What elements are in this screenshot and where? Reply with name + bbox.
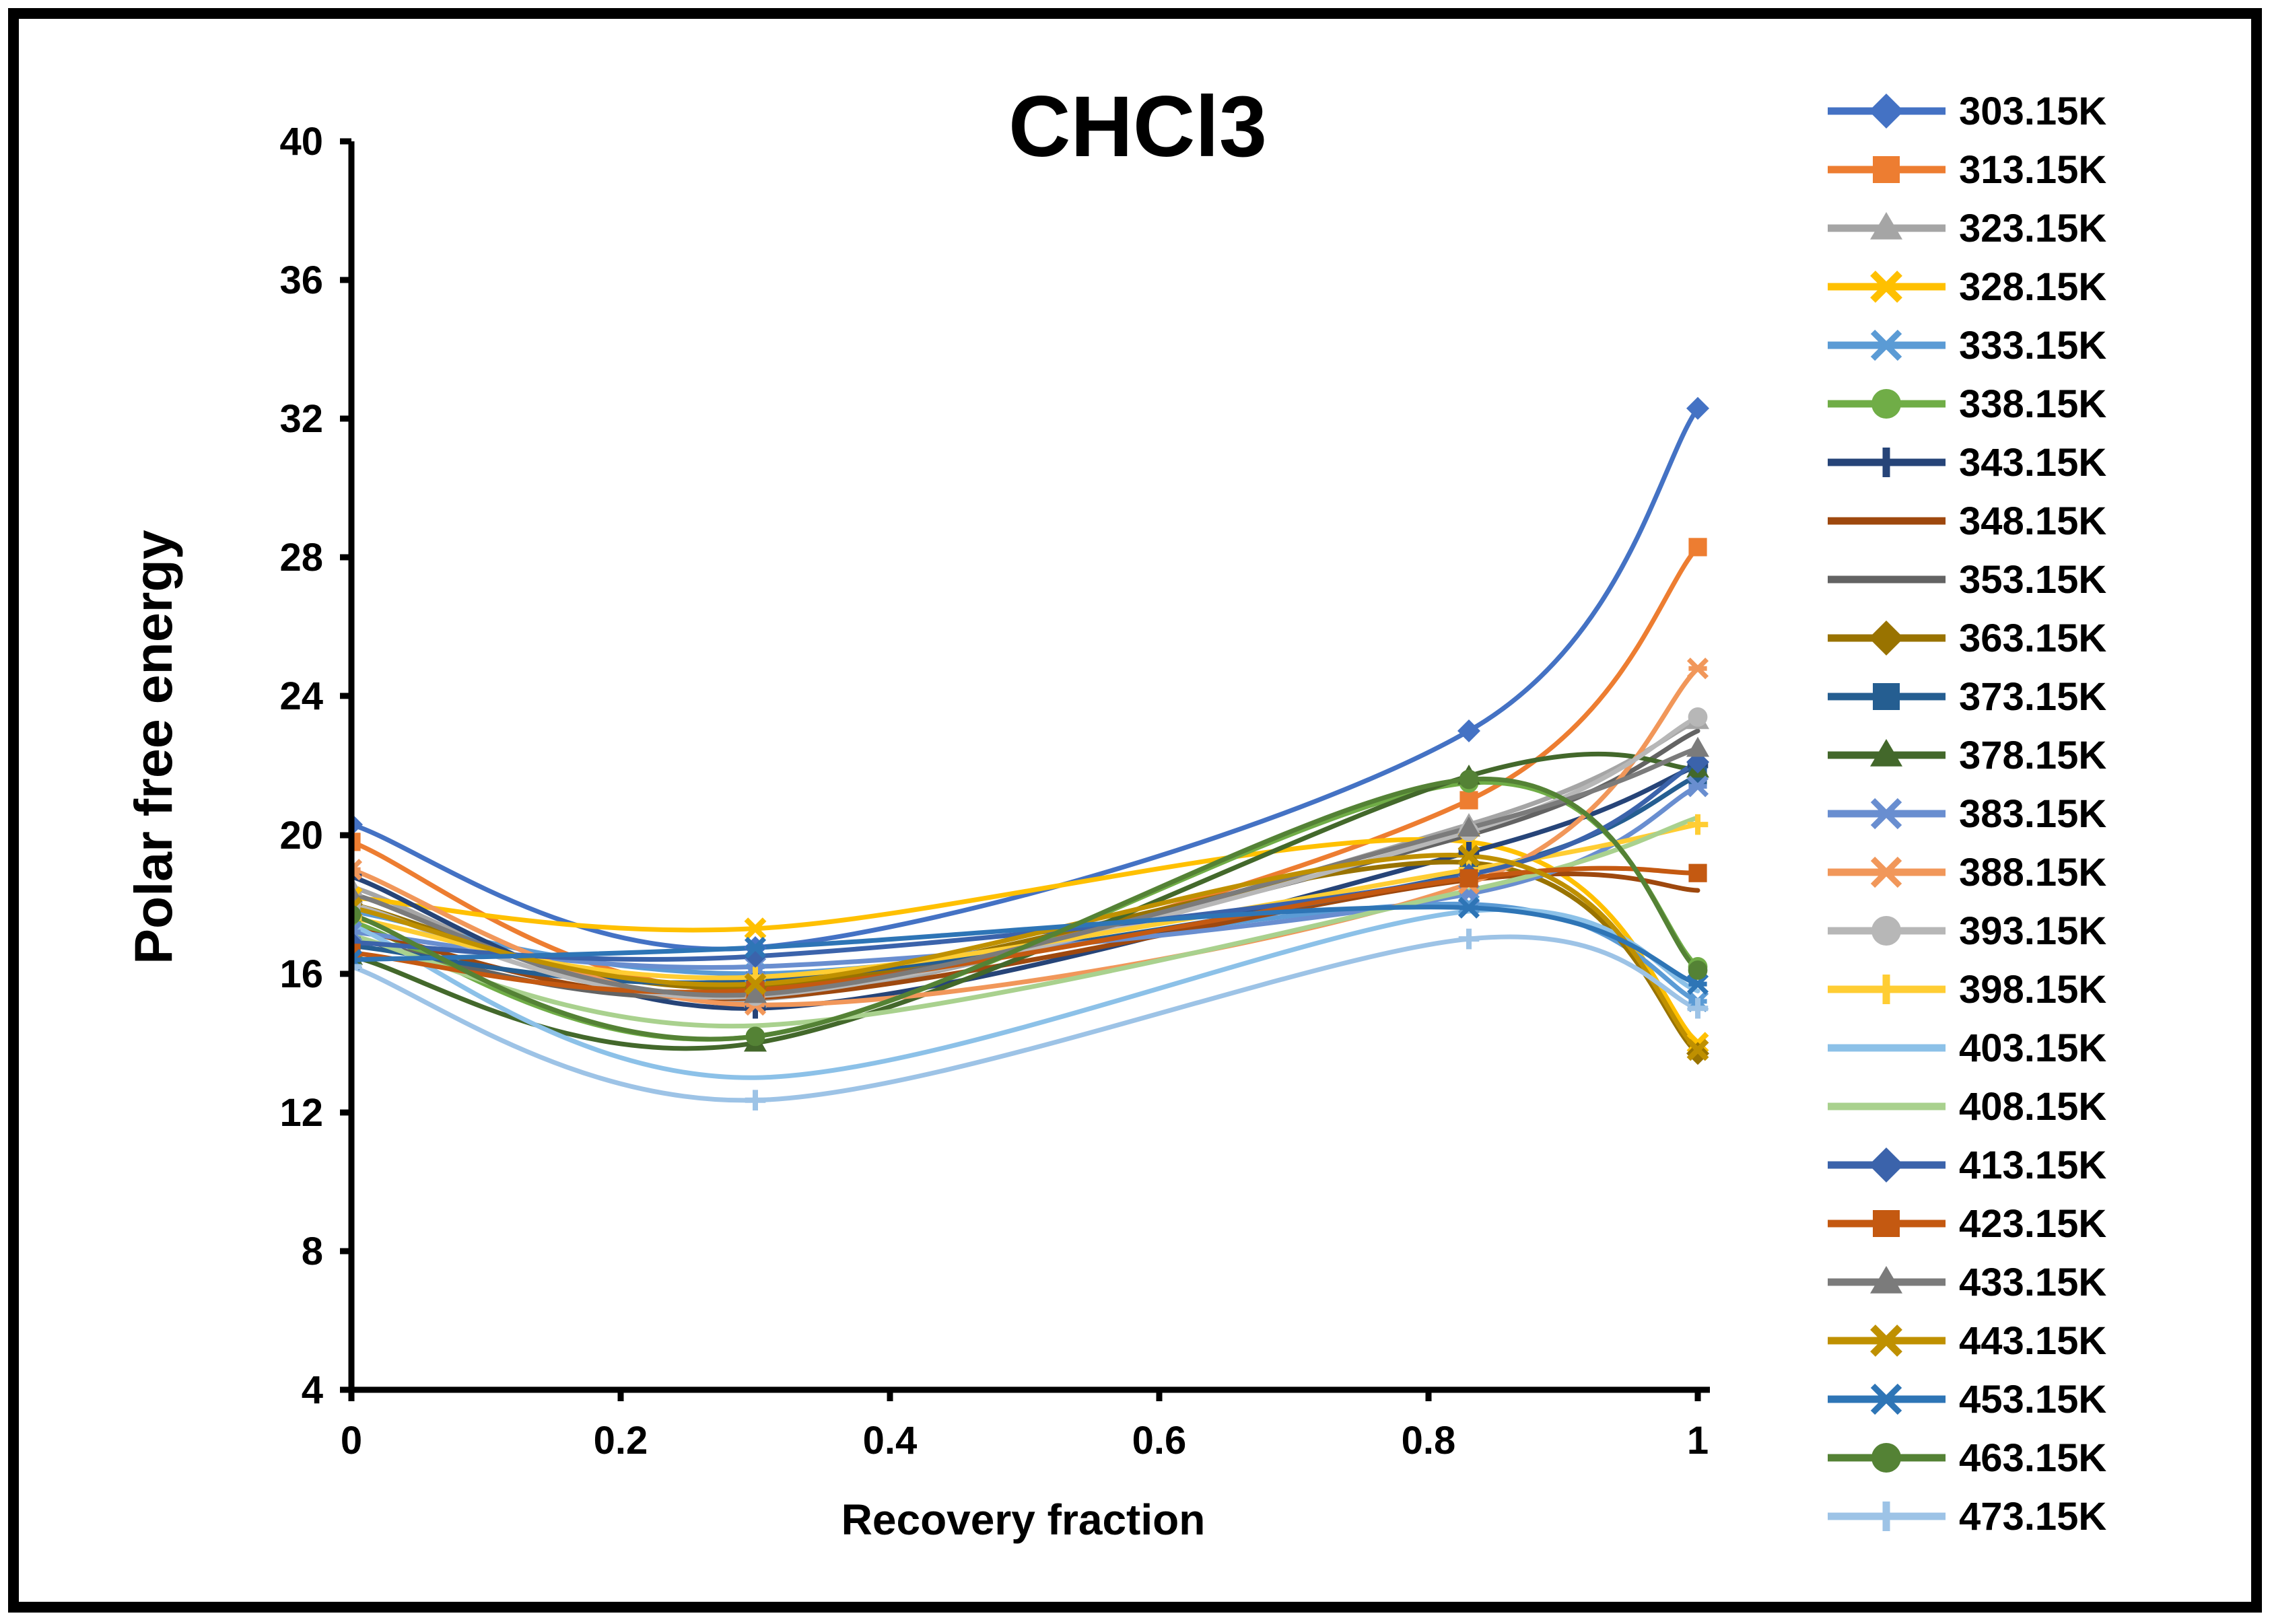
svg-text:28: 28 xyxy=(279,536,323,579)
svg-text:378.15K: 378.15K xyxy=(1959,734,2106,777)
svg-text:388.15K: 388.15K xyxy=(1959,851,2106,894)
svg-text:343.15K: 343.15K xyxy=(1959,441,2106,485)
svg-text:423.15K: 423.15K xyxy=(1959,1202,2106,1246)
svg-text:32: 32 xyxy=(279,397,323,441)
svg-text:383.15K: 383.15K xyxy=(1959,792,2106,836)
svg-text:353.15K: 353.15K xyxy=(1959,558,2106,602)
svg-text:0.4: 0.4 xyxy=(863,1419,918,1462)
svg-text:Recovery fraction: Recovery fraction xyxy=(841,1495,1206,1544)
svg-text:323.15K: 323.15K xyxy=(1959,207,2106,250)
svg-text:338.15K: 338.15K xyxy=(1959,382,2106,426)
svg-text:473.15K: 473.15K xyxy=(1959,1495,2106,1539)
svg-text:403.15K: 403.15K xyxy=(1959,1026,2106,1070)
svg-text:303.15K: 303.15K xyxy=(1959,90,2106,133)
svg-text:40: 40 xyxy=(279,120,323,164)
svg-text:24: 24 xyxy=(279,674,323,718)
svg-text:4: 4 xyxy=(302,1368,323,1412)
svg-text:12: 12 xyxy=(279,1091,323,1135)
svg-text:313.15K: 313.15K xyxy=(1959,148,2106,192)
svg-text:443.15K: 443.15K xyxy=(1959,1319,2106,1363)
svg-text:413.15K: 413.15K xyxy=(1959,1143,2106,1187)
svg-text:463.15K: 463.15K xyxy=(1959,1436,2106,1480)
svg-text:398.15K: 398.15K xyxy=(1959,968,2106,1012)
svg-text:328.15K: 328.15K xyxy=(1959,265,2106,309)
svg-text:453.15K: 453.15K xyxy=(1959,1378,2106,1421)
svg-text:348.15K: 348.15K xyxy=(1959,499,2106,543)
svg-text:20: 20 xyxy=(279,814,323,857)
svg-text:373.15K: 373.15K xyxy=(1959,675,2106,719)
svg-text:363.15K: 363.15K xyxy=(1959,616,2106,660)
svg-text:8: 8 xyxy=(302,1230,323,1273)
svg-text:36: 36 xyxy=(279,258,323,302)
svg-text:333.15K: 333.15K xyxy=(1959,324,2106,367)
svg-text:1: 1 xyxy=(1687,1419,1709,1462)
svg-text:Polar free energy: Polar free energy xyxy=(123,530,183,964)
svg-text:0.8: 0.8 xyxy=(1402,1419,1456,1462)
svg-text:CHCl3: CHCl3 xyxy=(1008,79,1267,175)
svg-text:433.15K: 433.15K xyxy=(1959,1261,2106,1304)
svg-text:0: 0 xyxy=(341,1419,362,1462)
svg-text:393.15K: 393.15K xyxy=(1959,909,2106,953)
svg-text:0.2: 0.2 xyxy=(594,1419,648,1462)
svg-text:408.15K: 408.15K xyxy=(1959,1085,2106,1129)
svg-text:0.6: 0.6 xyxy=(1132,1419,1187,1462)
svg-text:16: 16 xyxy=(279,952,323,996)
